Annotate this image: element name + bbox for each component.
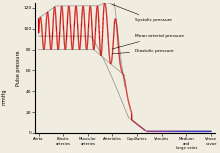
Text: Systolic pressure: Systolic pressure <box>112 4 172 22</box>
Y-axis label: Pulse pressure: Pulse pressure <box>16 50 21 86</box>
Text: Diastolic pressure: Diastolic pressure <box>112 49 174 54</box>
Text: Mean arterial pressure: Mean arterial pressure <box>112 34 184 49</box>
Text: mmHg: mmHg <box>1 88 6 105</box>
